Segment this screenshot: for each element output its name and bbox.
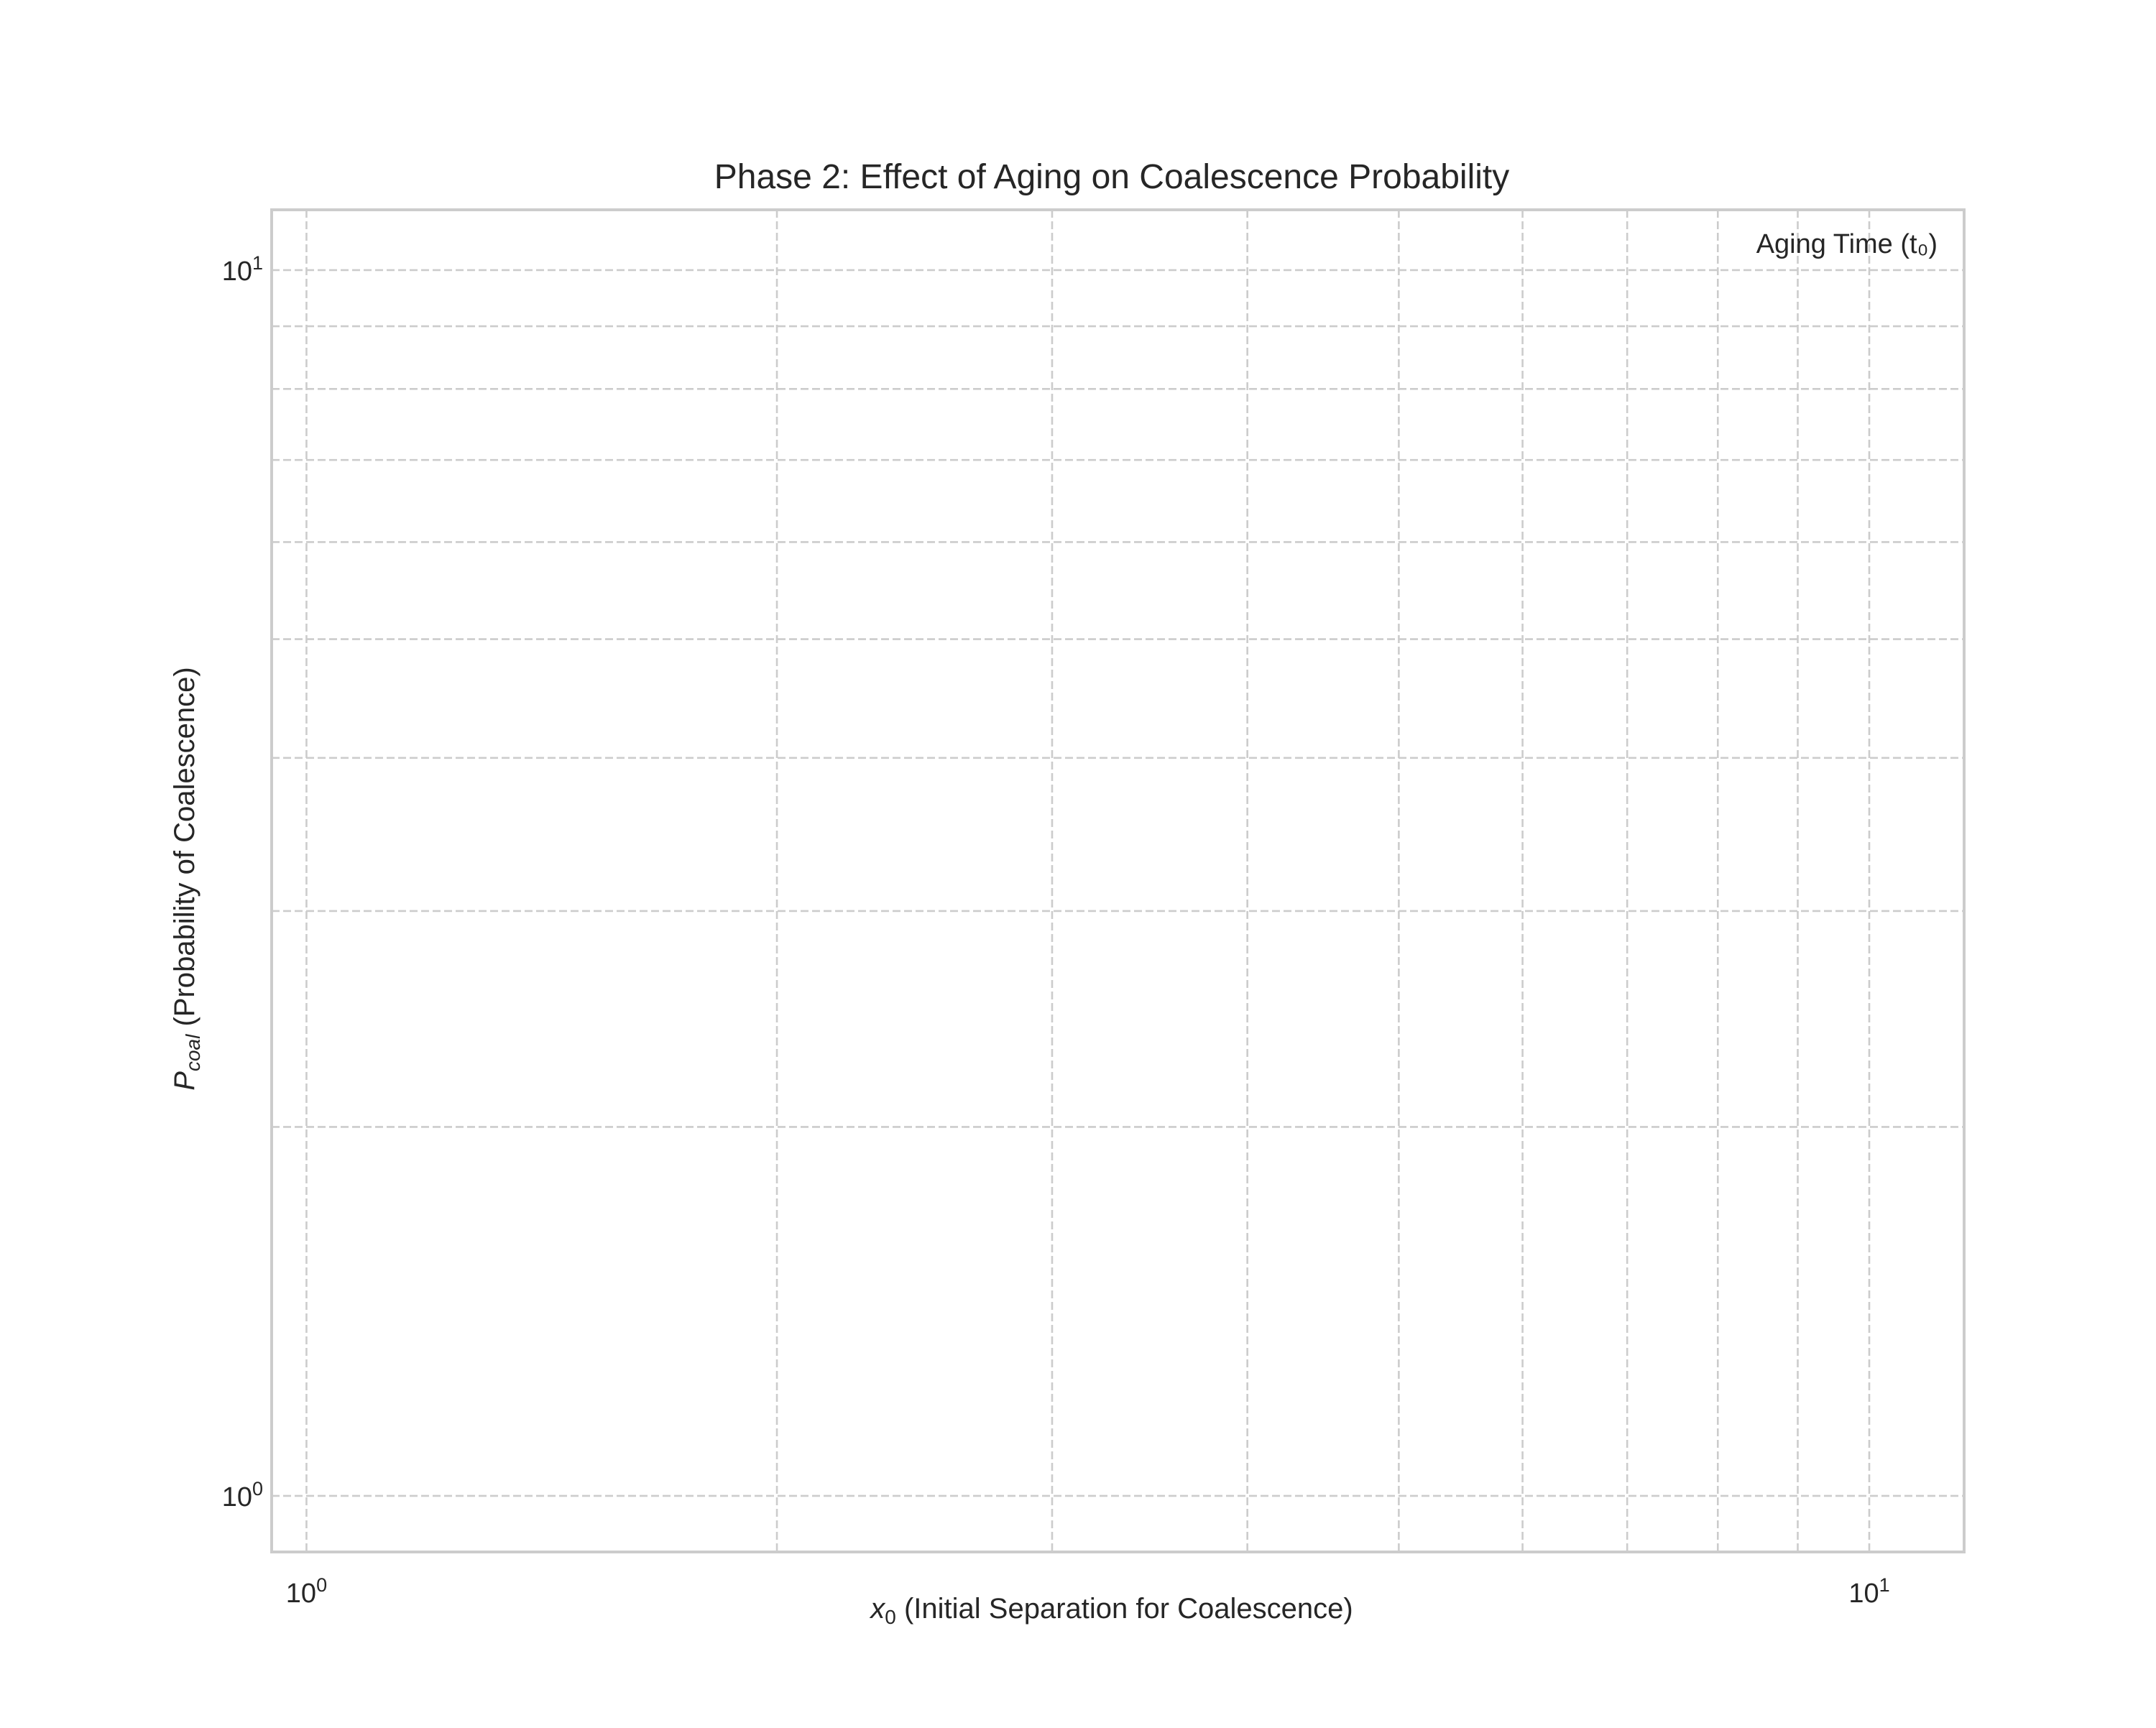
x-axis-label-subscript: 0 — [885, 1606, 896, 1628]
x-tick-label: 100 — [286, 1574, 327, 1609]
x-tick-label: 101 — [1848, 1574, 1889, 1609]
x-axis-label: x0 (Initial Separation for Coalescence) — [869, 1593, 1353, 1628]
x-axis-label-text: (Initial Separation for Coalescence) — [896, 1593, 1353, 1625]
y-axis-label-text: (Probability of Coalescence) — [169, 667, 201, 1034]
grid-layer — [272, 210, 1964, 1553]
y-axis-label-subscript: coal — [182, 1034, 204, 1071]
legend-title: Aging Time (t₀) — [1756, 229, 1938, 259]
y-tick-label: 101 — [222, 252, 263, 287]
chart-title: Phase 2: Effect of Aging on Coalescence … — [714, 158, 1509, 196]
y-axis-label: Pcoal (Probability of Coalescence) — [169, 667, 204, 1090]
tick-layer: 100 101 100 101 — [222, 252, 1890, 1609]
x-axis-label-symbol: x — [869, 1593, 886, 1625]
plot-frame — [270, 208, 1966, 1553]
y-tick-label: 100 — [222, 1478, 263, 1512]
y-axis-label-symbol: P — [169, 1071, 201, 1091]
